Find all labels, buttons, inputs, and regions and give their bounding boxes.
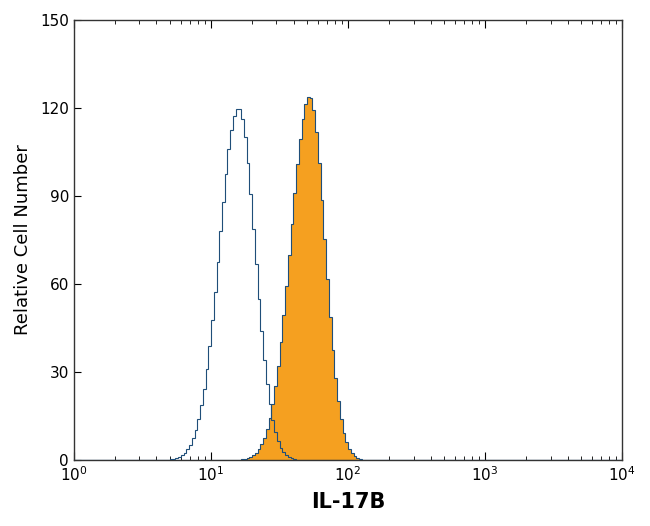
X-axis label: IL-17B: IL-17B — [311, 492, 385, 512]
Y-axis label: Relative Cell Number: Relative Cell Number — [14, 145, 32, 336]
